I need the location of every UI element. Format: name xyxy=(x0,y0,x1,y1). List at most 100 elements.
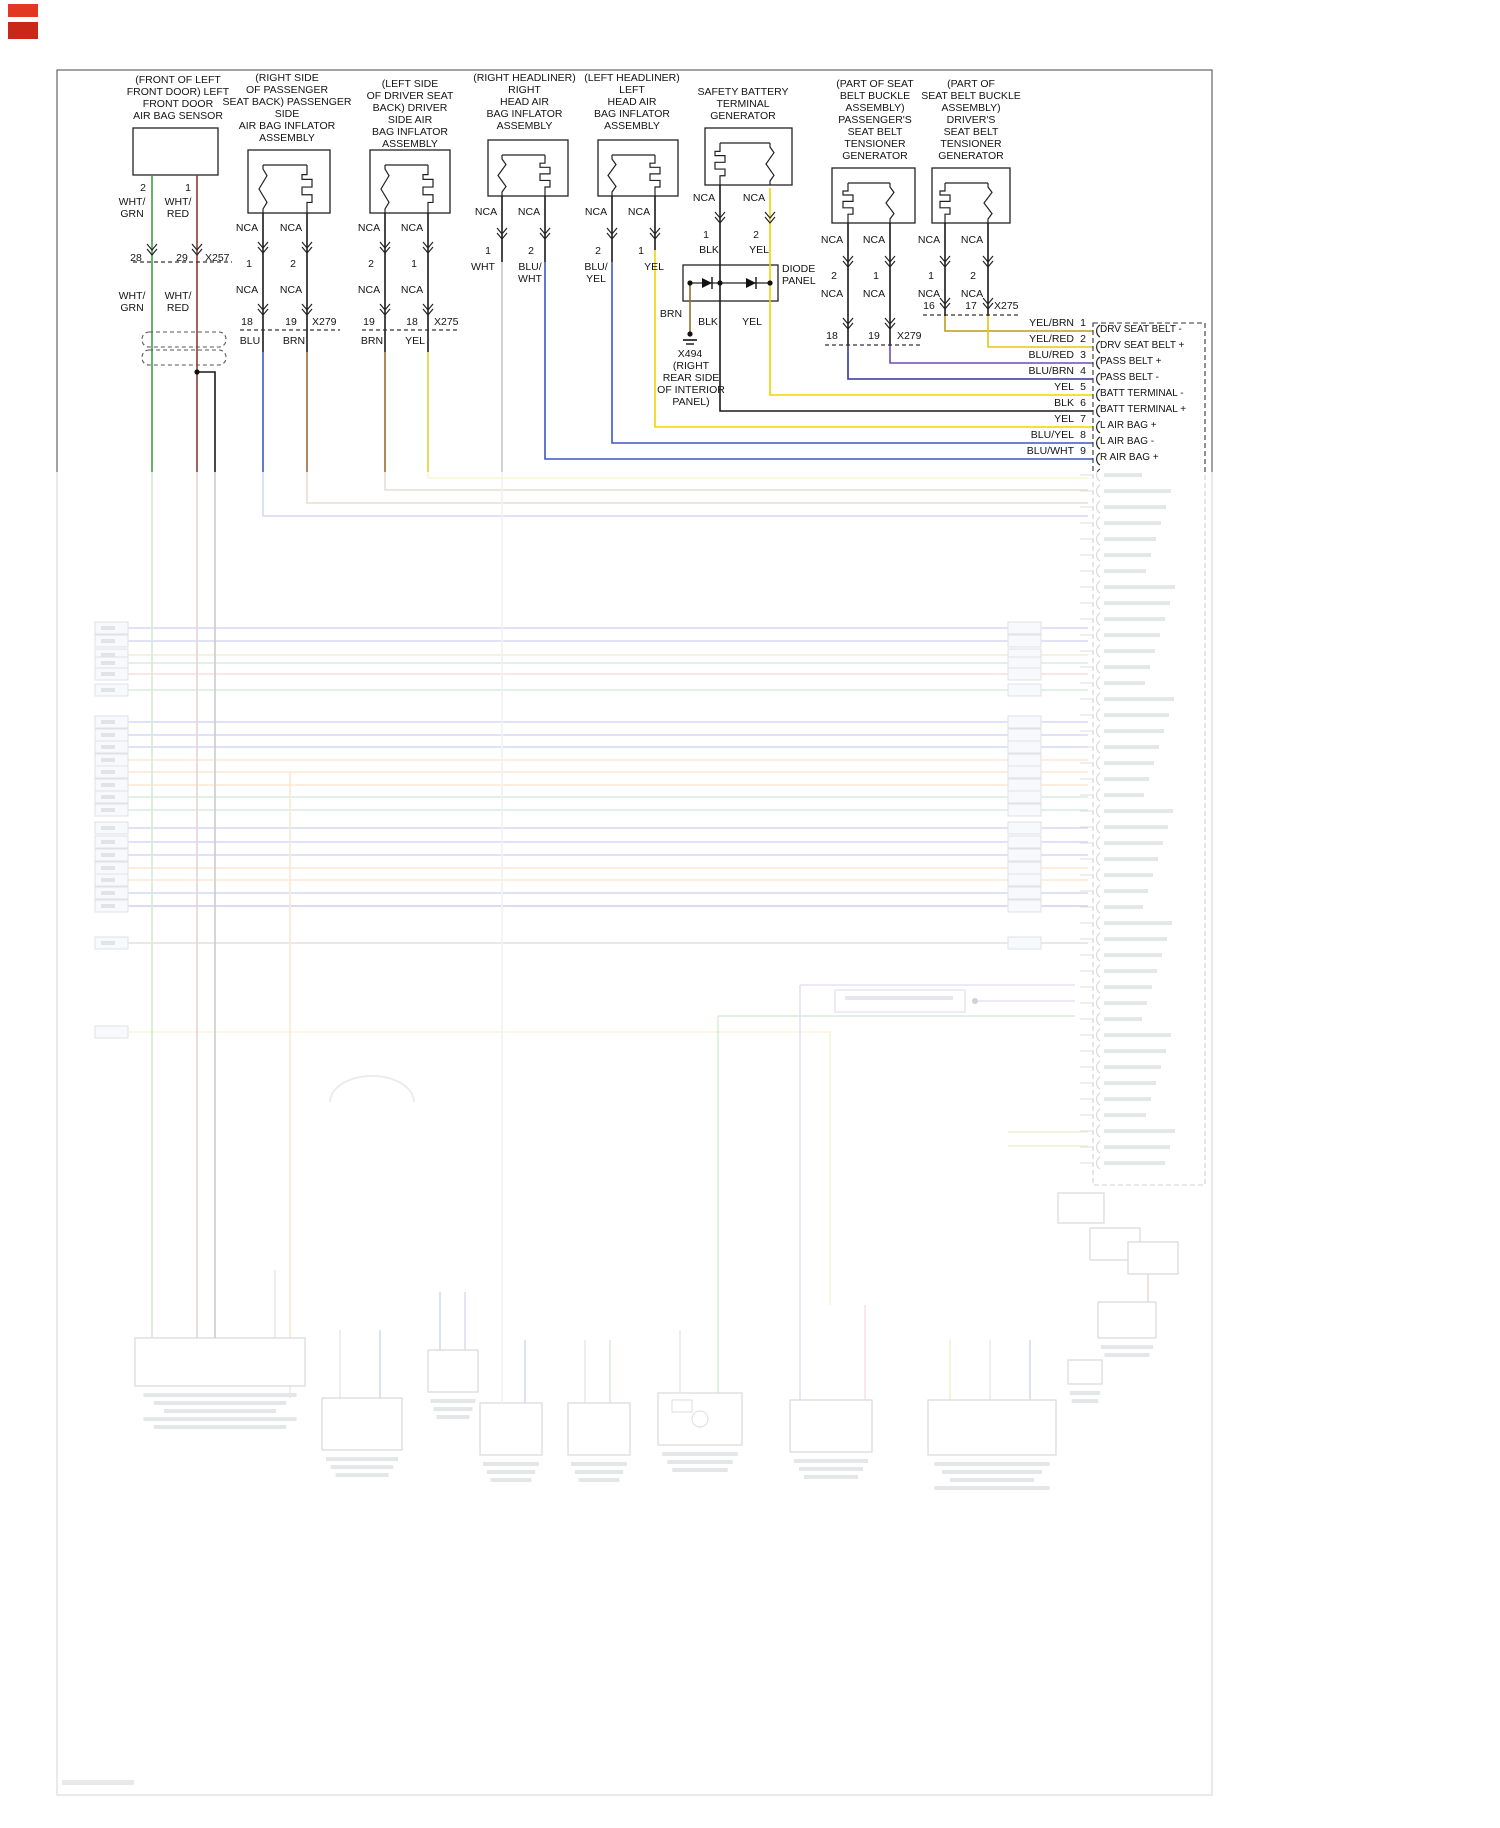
row-pin: 9 xyxy=(1080,445,1086,457)
wire-color-label: BRN xyxy=(282,335,306,347)
nca-label: NCA xyxy=(917,288,941,300)
wire xyxy=(944,316,1093,332)
pin-number: 1 xyxy=(246,258,252,270)
diode-icon xyxy=(746,278,756,288)
pin-number: 1 xyxy=(928,270,934,282)
row-pin: 6 xyxy=(1080,397,1086,409)
faded-component-box xyxy=(1097,1301,1157,1339)
connector-pin-icon xyxy=(1096,324,1101,338)
row-wire-color: YEL/RED xyxy=(1029,333,1074,345)
nca-label: NCA xyxy=(357,222,381,234)
ground-location-label: (RIGHT REAR SIDE OF INTERIOR PANEL) xyxy=(657,360,725,409)
wire-color-label: YEL xyxy=(749,244,769,256)
row-wire-color: BLU/BRN xyxy=(1028,365,1074,377)
nca-label: NCA xyxy=(960,288,984,300)
component-title: (PART OF SEAT BELT BUCKLE ASSEMBLY) DRIV… xyxy=(921,78,1021,163)
connector-id: X275 xyxy=(434,316,459,328)
connector-pin: 18 xyxy=(241,316,253,328)
connector-pin-icon xyxy=(1096,356,1101,370)
row-signal-name: PASS BELT + xyxy=(1100,356,1162,367)
nca-label: NCA xyxy=(960,234,984,246)
row-pin: 7 xyxy=(1080,413,1086,425)
connector-pin: 29 xyxy=(176,252,188,264)
faded-component-box xyxy=(134,1337,306,1387)
nca-label: NCA xyxy=(235,284,259,296)
wire-color-label: YEL xyxy=(644,261,664,273)
wire-color-label: WHT/ RED xyxy=(164,196,192,221)
row-wire-color: BLK xyxy=(1054,397,1074,409)
component-title: (LEFT SIDE OF DRIVER SEAT BACK) DRIVER S… xyxy=(366,78,454,151)
row-wire-color: YEL xyxy=(1054,381,1074,393)
pin-number: 1 xyxy=(638,245,644,257)
row-pin: 8 xyxy=(1080,429,1086,441)
nca-label: NCA xyxy=(862,234,886,246)
pin-number: 1 xyxy=(411,258,417,270)
pin-number: 2 xyxy=(140,182,146,194)
connector-pin-icon xyxy=(1096,404,1101,418)
connector-pin-icon xyxy=(1096,436,1101,450)
row-signal-name: BATT TERMINAL - xyxy=(1100,388,1184,399)
component-title: (FRONT OF LEFT FRONT DOOR) LEFT FRONT DO… xyxy=(126,74,230,123)
connector-pin-icon xyxy=(1096,420,1101,434)
connector-id: X275 xyxy=(994,300,1019,312)
nca-label: NCA xyxy=(279,284,303,296)
nca-label: NCA xyxy=(357,284,381,296)
connector-id: X279 xyxy=(312,316,337,328)
ground-connector-id: X494 xyxy=(677,348,703,360)
wire xyxy=(719,185,1093,412)
faded-component-box xyxy=(567,1402,631,1456)
row-wire-color: YEL/BRN xyxy=(1029,317,1074,329)
wire-color-label: WHT xyxy=(471,261,495,273)
nca-label: NCA xyxy=(862,288,886,300)
connector-pin: 28 xyxy=(130,252,142,264)
nca-label: NCA xyxy=(820,288,844,300)
connector-id: X257 xyxy=(205,252,230,264)
pin-number: 2 xyxy=(831,270,837,282)
component-title: (RIGHT HEADLINER) RIGHT HEAD AIR BAG INF… xyxy=(473,72,576,133)
faded-component-box xyxy=(427,1349,479,1393)
row-signal-name: DRV SEAT BELT + xyxy=(1100,340,1185,351)
wire-color-label: WHT/ RED xyxy=(164,290,192,315)
pin-number: 2 xyxy=(970,270,976,282)
component-box xyxy=(704,127,793,186)
wire xyxy=(611,262,1093,444)
row-signal-name: BATT TERMINAL + xyxy=(1100,404,1187,415)
connector-pin-icon xyxy=(1096,340,1101,354)
component-box xyxy=(247,149,331,214)
pin-number: 2 xyxy=(595,245,601,257)
component-title: (PART OF SEAT BELT BUCKLE ASSEMBLY) PASS… xyxy=(836,78,914,163)
pin-number: 2 xyxy=(528,245,534,257)
diode-panel-label: DIODE PANEL xyxy=(782,263,816,288)
nca-label: NCA xyxy=(692,192,716,204)
wire-color-label: YEL xyxy=(742,316,762,328)
connector-pin: 18 xyxy=(406,316,418,328)
wire-color-label: BLK xyxy=(699,244,719,256)
connector-pin: 19 xyxy=(363,316,375,328)
wire-color-label: WHT/ GRN xyxy=(118,290,146,315)
connector-pin: 16 xyxy=(923,300,935,312)
component-box xyxy=(487,139,569,197)
nca-label: NCA xyxy=(742,192,766,204)
pin-number: 1 xyxy=(185,182,191,194)
wire xyxy=(769,188,1093,396)
faded-component-box xyxy=(789,1399,873,1453)
row-pin: 3 xyxy=(1080,349,1086,361)
wire xyxy=(544,262,1093,460)
wire xyxy=(654,250,1093,428)
faded-component-box xyxy=(321,1397,403,1451)
faded-component-box xyxy=(1067,1359,1103,1385)
wire-color-label: BLK xyxy=(698,316,718,328)
faded-component-box xyxy=(657,1392,743,1446)
row-wire-color: BLU/RED xyxy=(1028,349,1074,361)
pin-number: 1 xyxy=(873,270,879,282)
row-signal-name: DRV SEAT BELT - xyxy=(1100,324,1182,335)
wire-color-label: BRN xyxy=(360,335,384,347)
pin-number: 2 xyxy=(753,229,759,241)
row-signal-name: L AIR BAG - xyxy=(1100,436,1155,447)
component-box xyxy=(132,127,219,176)
connector-pin: 17 xyxy=(965,300,977,312)
nca-label: NCA xyxy=(235,222,259,234)
component-title: SAFETY BATTERY TERMINAL GENERATOR xyxy=(697,86,789,123)
red-mark xyxy=(8,4,38,17)
